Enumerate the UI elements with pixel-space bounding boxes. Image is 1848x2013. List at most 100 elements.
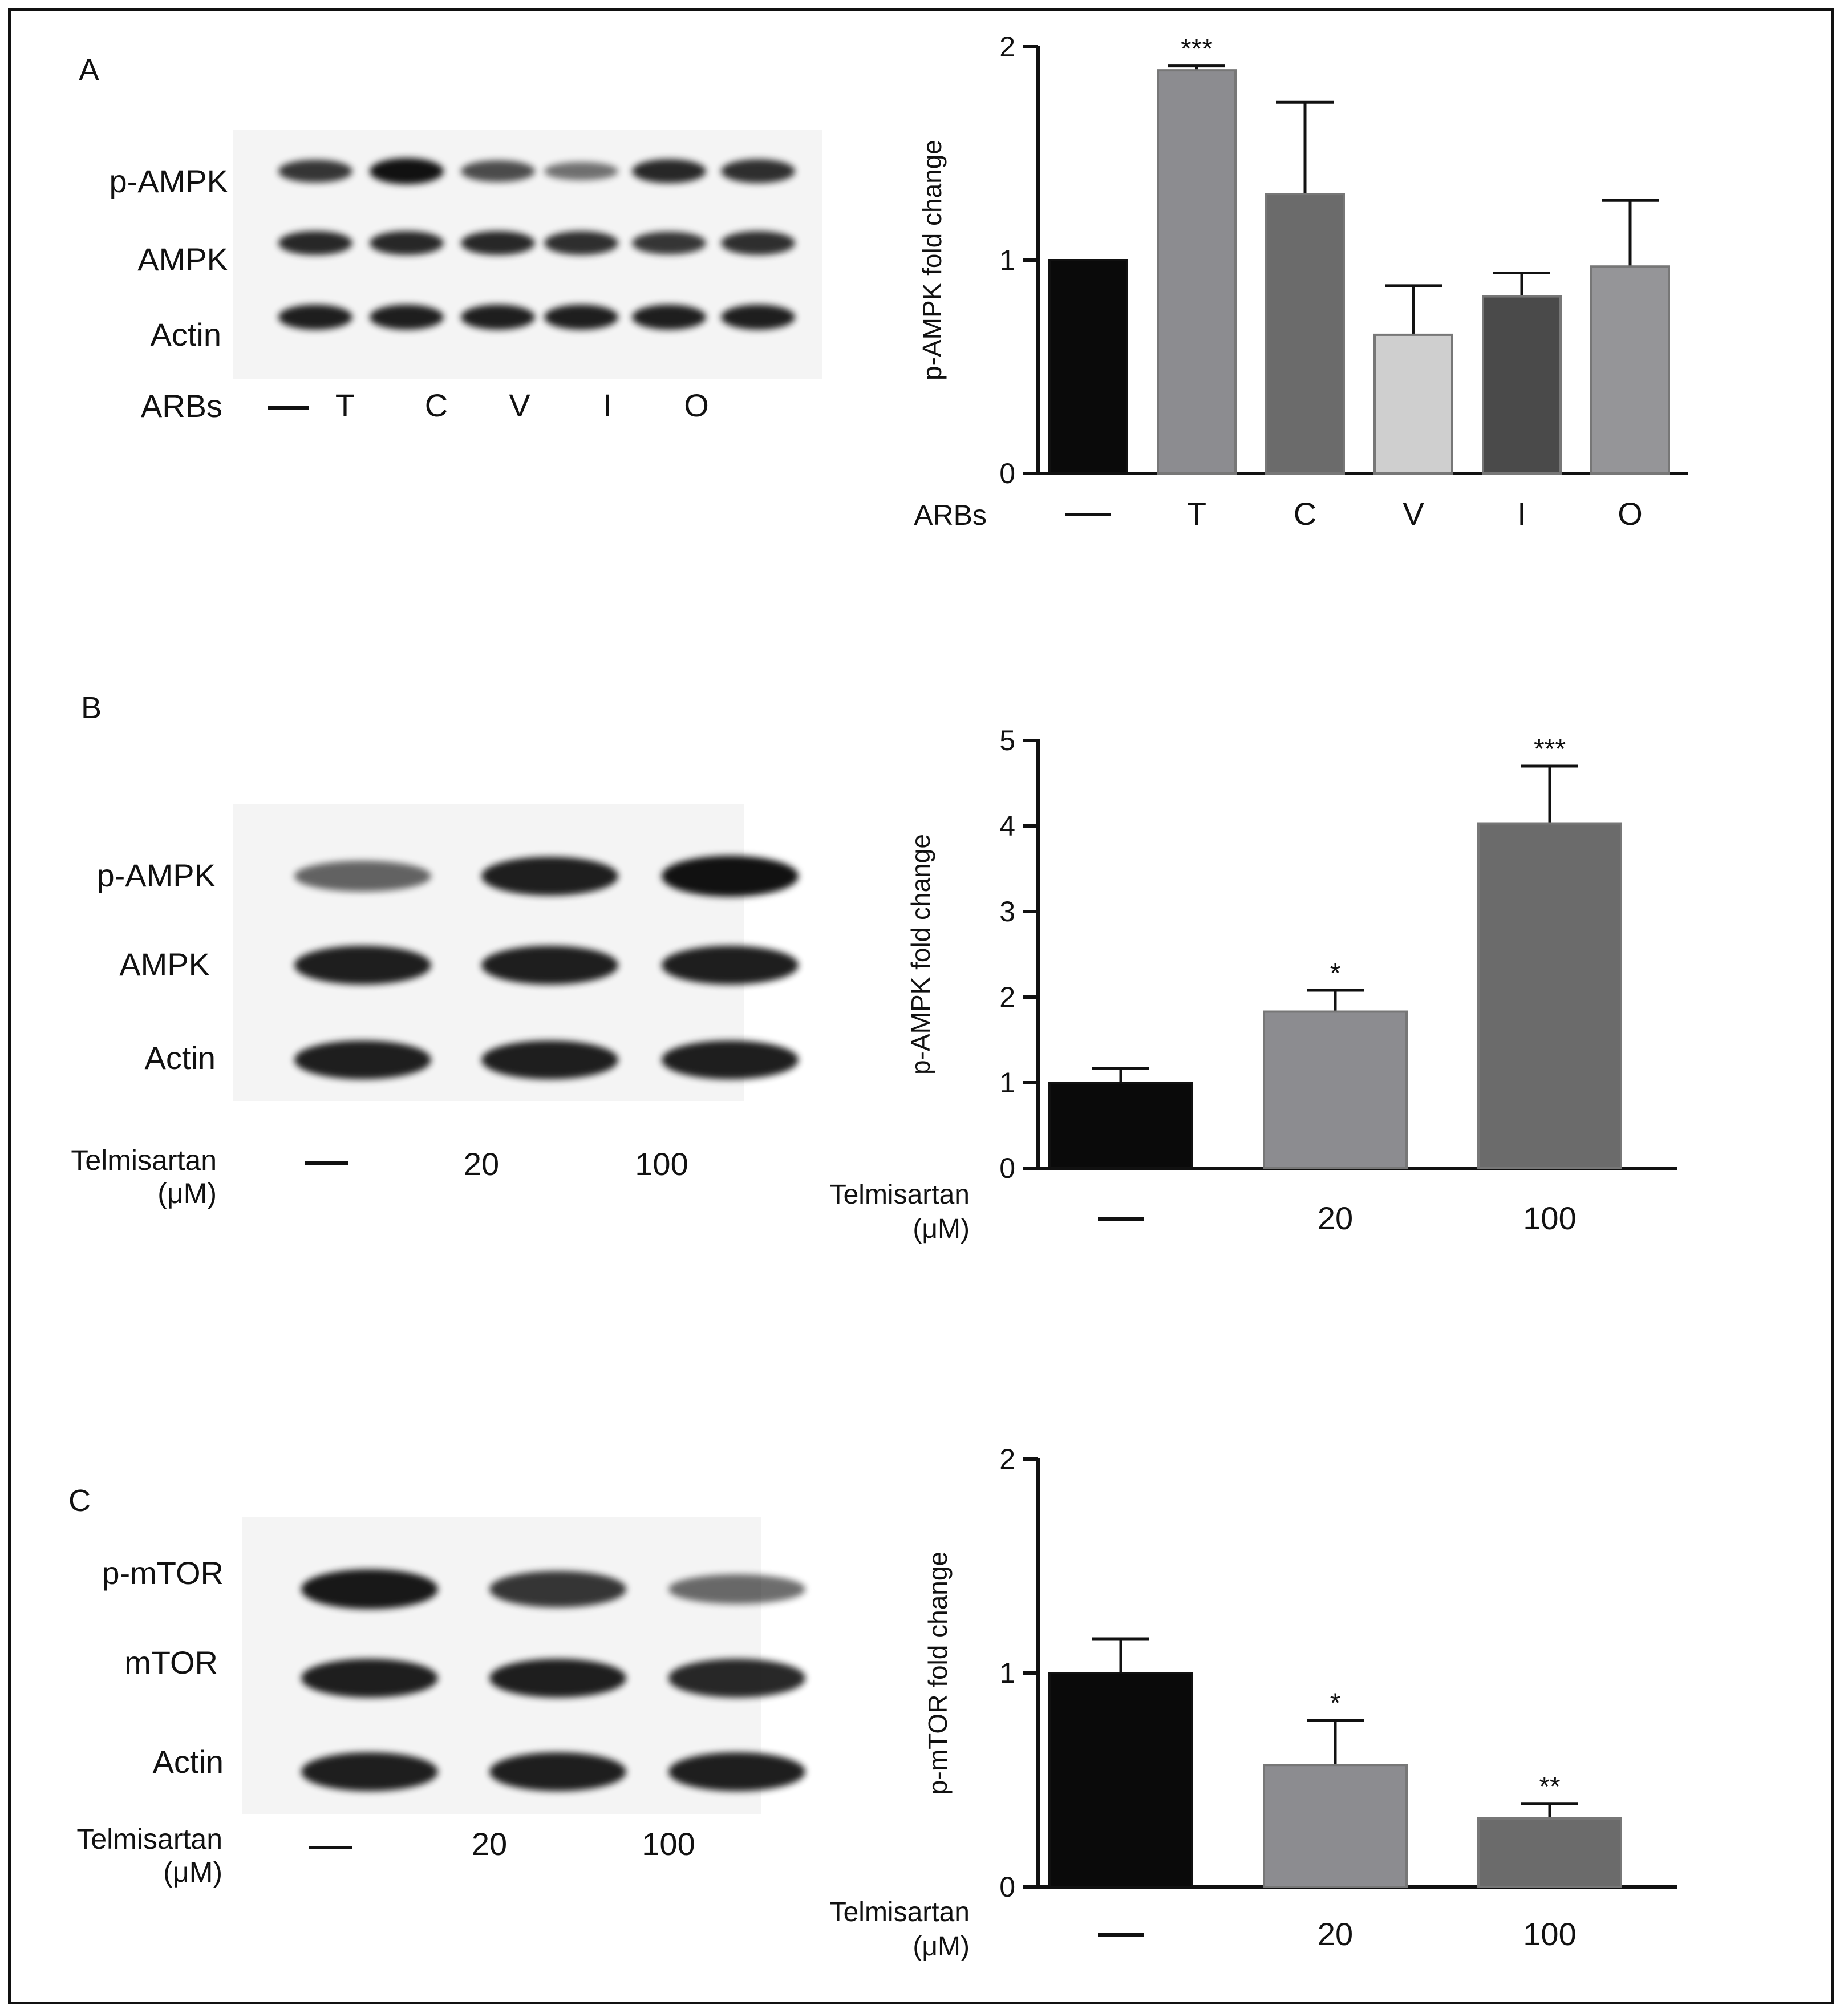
blot-band: [278, 305, 352, 330]
category-label: T: [1187, 496, 1206, 532]
blot-band: [481, 1040, 618, 1080]
blot-band: [544, 231, 618, 255]
x-axis-label-unit: (μM): [913, 1214, 970, 1244]
significance-label: ***: [1534, 734, 1566, 764]
bar: [1590, 265, 1670, 475]
bar: [1373, 333, 1453, 475]
y-tick-label: 2: [999, 981, 1015, 1013]
blot-band: [632, 231, 706, 255]
blot-band: [632, 159, 706, 184]
category-label: 20: [1318, 1200, 1353, 1236]
category-label: C: [1294, 496, 1316, 532]
blot-row-label: p-AMPK: [109, 163, 229, 199]
y-axis-label: p-AMPK fold change: [906, 834, 935, 1075]
y-tick-label: 3: [999, 896, 1015, 927]
blot-band: [721, 231, 795, 255]
category-label: 20: [1318, 1916, 1353, 1952]
category-label: I: [1517, 496, 1526, 532]
y-tick-label: 5: [999, 724, 1015, 756]
blot-row-label: mTOR: [124, 1645, 218, 1680]
treatment-label-name: Telmisartan: [71, 1144, 217, 1176]
category-label: O: [1618, 496, 1643, 532]
blot-band: [301, 1569, 438, 1610]
category-label: V: [1403, 496, 1424, 532]
blot-band: [544, 305, 618, 330]
category-label: 100: [1523, 1200, 1576, 1236]
y-tick-label: 1: [999, 1657, 1015, 1689]
blot-band: [544, 161, 618, 181]
blot-band: [481, 945, 618, 985]
y-tick-label: 1: [999, 1067, 1015, 1099]
blot-band: [489, 1752, 626, 1792]
blot-band: [278, 230, 352, 256]
blot-row-label: Actin: [152, 1744, 224, 1780]
lane-label-control-dash: [309, 1846, 352, 1849]
bar: [1263, 1764, 1408, 1888]
y-tick-label: 2: [999, 31, 1015, 63]
significance-label: *: [1330, 1688, 1341, 1719]
lane-label: 100: [635, 1146, 688, 1182]
bar: [1048, 1672, 1193, 1888]
panel-letter-c: C: [68, 1484, 91, 1518]
bar-chart-c: 0 1 2 p-mTOR fold change * 20 ** 100 Telmisartan…: [830, 1443, 1677, 1962]
blot-band: [370, 230, 444, 256]
lane-label: 20: [463, 1146, 500, 1182]
panel-letter-a: A: [79, 53, 100, 87]
blot-band: [278, 159, 352, 183]
x-axis-label: ARBs: [914, 499, 987, 531]
blot-band: [662, 1040, 799, 1080]
blot-band: [632, 305, 706, 330]
lane-label: 100: [642, 1826, 695, 1862]
bar: [1048, 259, 1128, 475]
blot-band: [668, 1752, 805, 1792]
y-tick-label: 0: [999, 1152, 1015, 1184]
blot-band: [721, 305, 795, 330]
bar-chart-a: 0 1 2 p-AMPK fold change *** T C V I O ARBs: [914, 31, 1688, 532]
blot-band: [662, 945, 799, 985]
treatment-label: Telmisartan (μM): [71, 1144, 217, 1210]
treatment-label: Telmisartan (μM): [76, 1823, 222, 1889]
blot-band: [668, 1659, 805, 1698]
treatment-label-unit: (μM): [157, 1177, 217, 1209]
y-axis-label: p-mTOR fold change: [923, 1552, 953, 1795]
blot-band: [294, 860, 431, 892]
bar: [1265, 193, 1345, 475]
blot-band: [481, 856, 618, 896]
y-tick-label: 1: [999, 244, 1015, 276]
blot-band: [721, 159, 795, 183]
blot-band: [489, 1658, 626, 1698]
treatment-label: ARBs: [140, 388, 222, 424]
blot-band: [461, 230, 535, 256]
bar: [1048, 1082, 1193, 1169]
blot-band: [370, 158, 444, 184]
bar: [1477, 822, 1622, 1169]
panel-letter-b: B: [81, 691, 102, 725]
bar: [1482, 295, 1562, 475]
blot-band: [294, 1040, 431, 1080]
western-blot-a: [233, 130, 822, 379]
blot-row-label: AMPK: [137, 241, 228, 277]
y-axis-label: p-AMPK fold change: [917, 140, 947, 380]
lane-label: T: [335, 387, 355, 423]
treatment-label-unit: (μM): [163, 1856, 222, 1888]
blot-row-label: Actin: [150, 317, 222, 353]
blot-band: [301, 1658, 438, 1698]
y-tick-label: 4: [999, 810, 1015, 842]
western-blot-b: [233, 804, 799, 1101]
bar: [1477, 1817, 1622, 1888]
x-axis-label: Telmisartan: [830, 1180, 970, 1210]
western-blot-c: [242, 1517, 805, 1814]
y-tick-label: 0: [999, 457, 1015, 489]
lane-label: 20: [471, 1826, 508, 1862]
blot-band: [662, 856, 799, 897]
significance-label: *: [1330, 958, 1341, 989]
lane-label: C: [424, 387, 448, 423]
bar: [1263, 1010, 1408, 1169]
blot-band: [461, 160, 535, 182]
category-label: 100: [1523, 1916, 1576, 1952]
y-tick-label: 0: [999, 1871, 1015, 1903]
lane-label-control-dash: [268, 406, 309, 410]
lane-label: O: [684, 387, 709, 423]
figure-frame: [8, 8, 1834, 2004]
blot-band: [668, 1574, 805, 1605]
